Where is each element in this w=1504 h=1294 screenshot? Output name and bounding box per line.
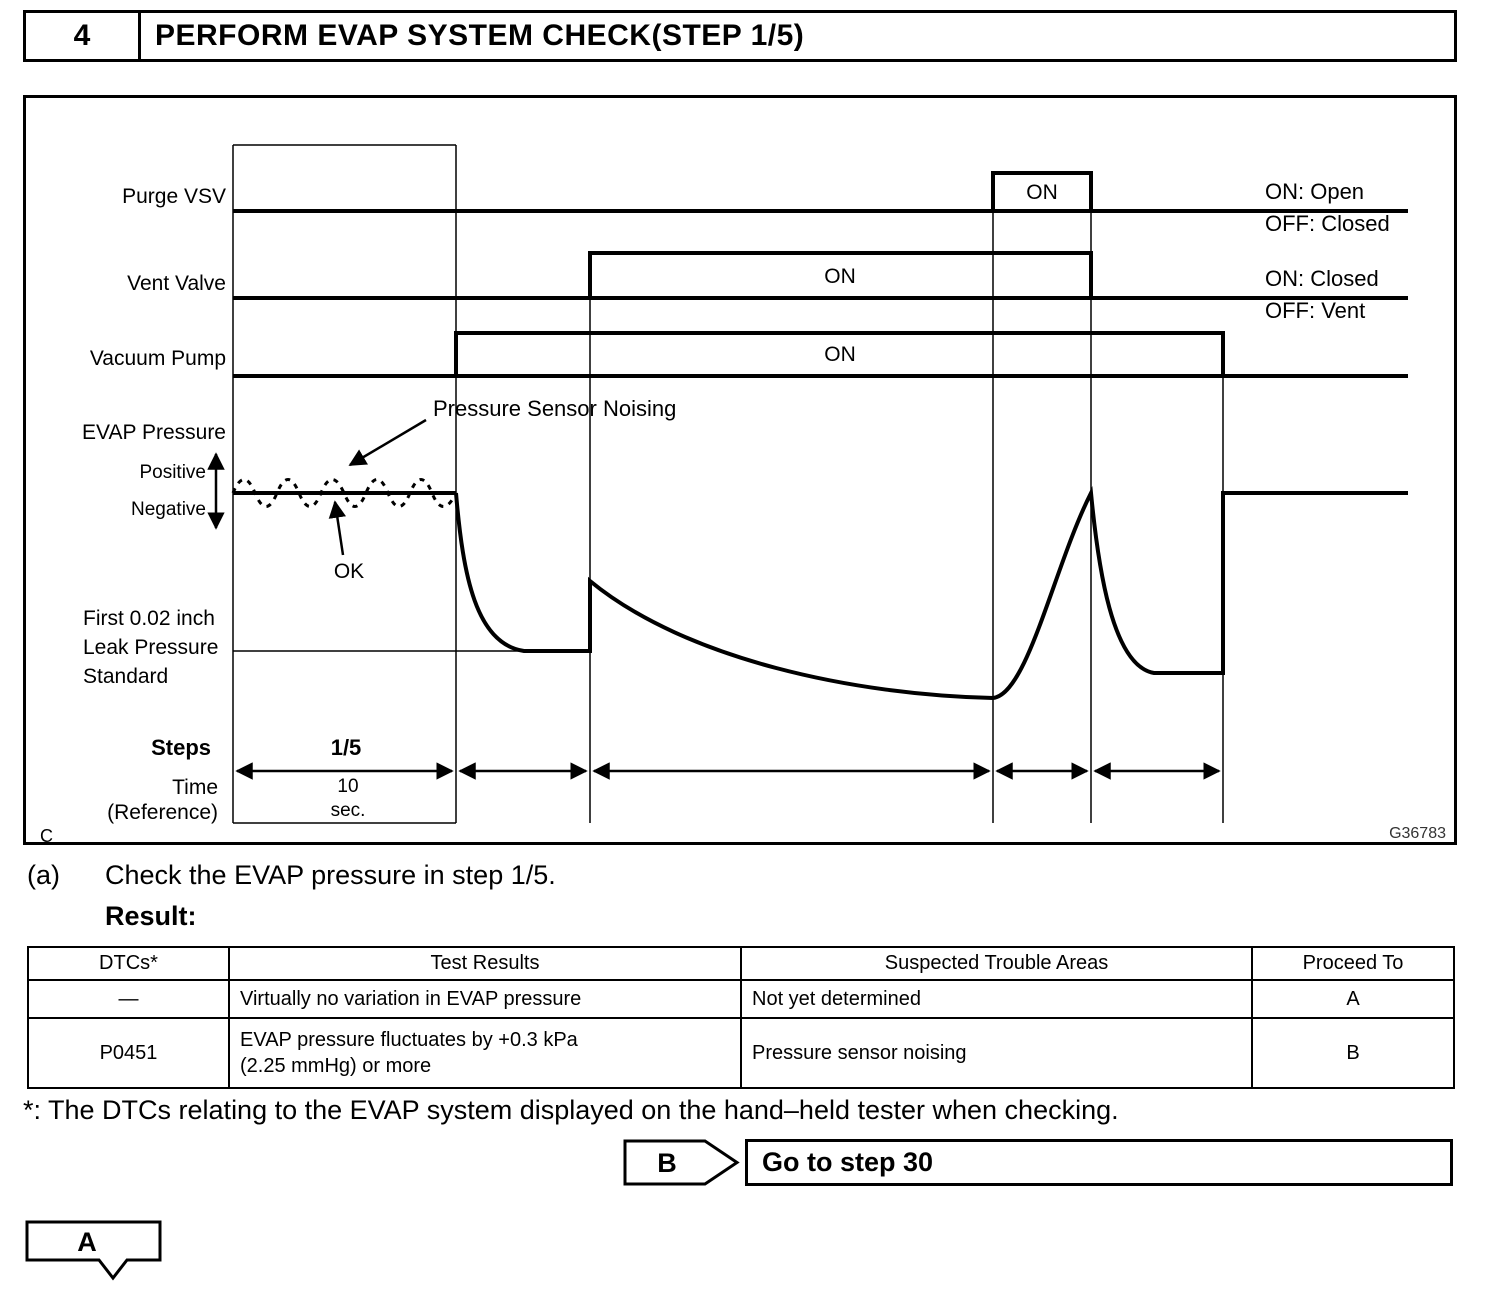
table-header-row: DTCs* Test Results Suspected Trouble Are…	[27, 946, 1455, 981]
trouble-area-cell: Pressure sensor noising	[740, 1017, 1253, 1089]
table-row: P0451 EVAP pressure fluctuates by +0.3 k…	[27, 1017, 1455, 1089]
step-header: 4 PERFORM EVAP SYSTEM CHECK(STEP 1/5)	[23, 10, 1457, 62]
noising-label: Pressure Sensor Noising	[433, 396, 676, 421]
goto-step-box: Go to step 30	[745, 1139, 1453, 1186]
proceed-cell: A	[1251, 979, 1455, 1019]
purge-on-label: ON	[1026, 181, 1058, 204]
connector-a-label: A	[77, 1227, 97, 1257]
noise-waveform	[231, 478, 458, 508]
vent-legend-on: ON: Closed	[1265, 266, 1379, 291]
dtc-cell: P0451	[27, 1017, 230, 1089]
test-result-line1: EVAP pressure fluctuates by +0.3 kPa	[240, 1029, 578, 1051]
proceed-cell: B	[1251, 1017, 1455, 1089]
noising-arrow	[348, 418, 427, 467]
step-title: PERFORM EVAP SYSTEM CHECK(STEP 1/5)	[155, 19, 805, 52]
purge-legend-on: ON: Open	[1265, 179, 1364, 204]
vent-on-label: ON	[824, 265, 856, 288]
result-table: DTCs* Test Results Suspected Trouble Are…	[27, 946, 1455, 1089]
connector-a-shape	[25, 1220, 162, 1281]
leak-standard-line2: Leak Pressure	[83, 636, 218, 659]
evap-pressure-curve	[454, 485, 1408, 701]
positive-label: Positive	[139, 462, 206, 483]
timing-diagram-svg: Purge VSV Vent Valve Vacuum Pump EVAP Pr…	[40, 144, 1446, 842]
time-value-unit: sec.	[331, 800, 366, 821]
vacuum-pump-on-pulse	[454, 331, 1225, 376]
purge-vsv-label: Purge VSV	[122, 185, 226, 208]
step-number: 4	[26, 13, 141, 59]
purge-legend-off: OFF: Closed	[1265, 211, 1390, 236]
connector-b: B	[623, 1139, 740, 1186]
connector-b-label: B	[657, 1148, 677, 1178]
vent-valve-on-pulse	[588, 251, 1093, 298]
leak-standard-line1: First 0.02 inch	[83, 607, 215, 630]
dtc-cell: —	[27, 979, 230, 1019]
vent-legend-off: OFF: Vent	[1265, 298, 1365, 323]
vent-valve-label: Vent Valve	[127, 272, 226, 295]
figure-id-label: G36783	[1389, 825, 1446, 842]
table-row: — Virtually no variation in EVAP pressur…	[27, 979, 1455, 1019]
time-reference-label: (Reference)	[107, 801, 218, 824]
vacuum-on-label: ON	[824, 343, 856, 366]
purge-vsv-on-pulse	[991, 171, 1093, 211]
annotation-arrows	[207, 418, 427, 556]
test-result-cell: Virtually no variation in EVAP pressure	[228, 979, 742, 1019]
negative-label: Negative	[131, 499, 206, 520]
test-result-line2: (2.25 mmHg) or more	[240, 1055, 432, 1077]
time-label: Time	[172, 776, 218, 799]
col-header-proceed-to: Proceed To	[1251, 946, 1455, 981]
item-text: Check the EVAP pressure in step 1/5.	[105, 860, 556, 890]
test-result-cell: EVAP pressure fluctuates by +0.3 kPa (2.…	[228, 1017, 742, 1089]
item-marker: (a)	[27, 860, 60, 890]
trouble-area-cell: Not yet determined	[740, 979, 1253, 1019]
steps-value: 1/5	[331, 735, 362, 760]
signal-traces	[233, 171, 1408, 701]
connector-b-shape	[623, 1139, 740, 1186]
corner-c-label: C	[40, 826, 53, 842]
time-value-number: 10	[337, 776, 358, 797]
instruction-line: (a) Check the EVAP pressure in step 1/5.	[27, 860, 556, 891]
col-header-suspected-areas: Suspected Trouble Areas	[740, 946, 1253, 981]
connector-a: A	[25, 1220, 162, 1281]
result-label: Result:	[105, 901, 197, 931]
ok-label: OK	[334, 560, 364, 583]
col-header-dtcs: DTCs*	[27, 946, 230, 981]
vacuum-pump-label: Vacuum Pump	[90, 347, 226, 370]
steps-label: Steps	[151, 735, 211, 760]
footnote: *: The DTCs relating to the EVAP system …	[23, 1095, 1119, 1125]
leak-standard-line3: Standard	[83, 665, 168, 688]
evap-pressure-label: EVAP Pressure	[82, 421, 226, 444]
col-header-test-results: Test Results	[228, 946, 742, 981]
ok-arrow	[328, 500, 347, 556]
evap-timing-diagram: Purge VSV Vent Valve Vacuum Pump EVAP Pr…	[23, 95, 1457, 845]
